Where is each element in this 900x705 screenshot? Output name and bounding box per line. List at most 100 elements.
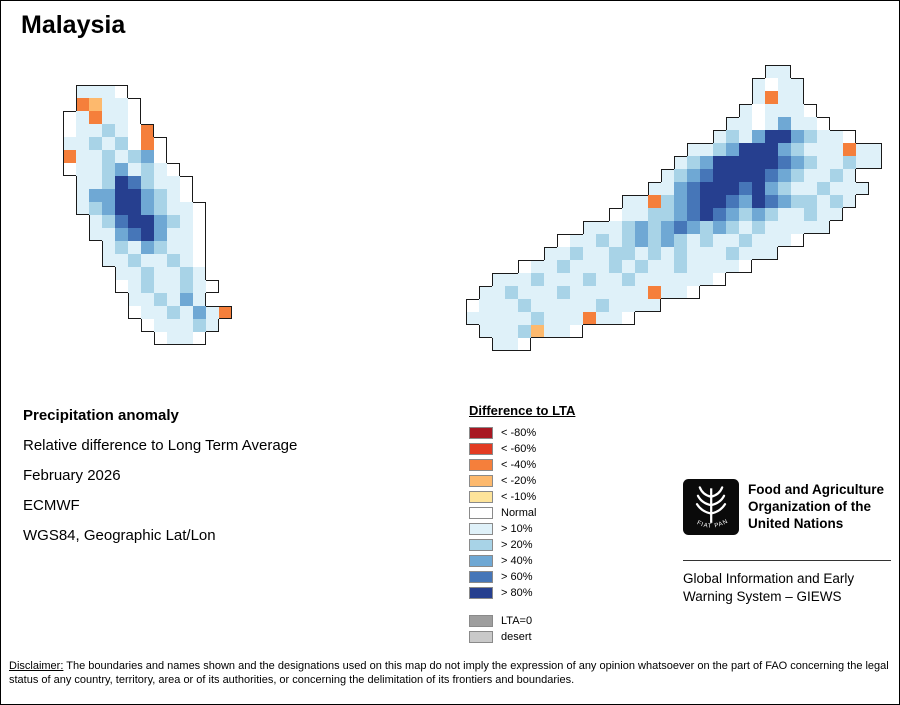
- map-cell: [531, 260, 544, 273]
- map-cell: [791, 143, 804, 156]
- map-cell: [180, 306, 193, 319]
- legend-title: Difference to LTA: [469, 403, 576, 418]
- legend-swatch: [469, 615, 493, 627]
- map-cell: [674, 195, 687, 208]
- map-cell: [89, 228, 102, 241]
- map-cell: [596, 247, 609, 260]
- map-cell: [739, 182, 752, 195]
- map-cell: [778, 182, 791, 195]
- fao-divider: [683, 560, 891, 561]
- map-cell: [765, 65, 778, 78]
- map-cell: [557, 260, 570, 273]
- map-cell: [128, 293, 141, 306]
- fao-org-line: Food and Agriculture: [748, 482, 884, 497]
- map-cell: [115, 267, 128, 280]
- map-cell: [739, 234, 752, 247]
- map-cell: [193, 267, 206, 280]
- map-cell: [557, 273, 570, 286]
- map-cell: [713, 169, 726, 182]
- map-cell: [128, 228, 141, 241]
- map-cell: [726, 169, 739, 182]
- map-cell: [479, 299, 492, 312]
- map-cell: [674, 273, 687, 286]
- legend-item: LTA=0: [469, 613, 575, 629]
- fao-org-line: Organization of the: [748, 499, 871, 514]
- map-cell: [128, 176, 141, 189]
- map-cell: [570, 299, 583, 312]
- map-cell: [778, 195, 791, 208]
- map-cell: [141, 241, 154, 254]
- map-cell: [128, 202, 141, 215]
- map-cell: [726, 156, 739, 169]
- map-cell: [739, 117, 752, 130]
- map-cell: [622, 221, 635, 234]
- map-cell: [622, 260, 635, 273]
- map-cell: [141, 267, 154, 280]
- map-cell: [778, 65, 791, 78]
- legend-swatch: [469, 443, 493, 455]
- map-cell: [193, 215, 206, 228]
- map-cell: [544, 247, 557, 260]
- map-cell: [596, 221, 609, 234]
- map-cell: [804, 208, 817, 221]
- map-cell: [76, 163, 89, 176]
- map-cell: [154, 280, 167, 293]
- map-cell: [830, 169, 843, 182]
- legend-label: > 40%: [501, 555, 533, 567]
- map-cell: [570, 247, 583, 260]
- map-cell: [791, 156, 804, 169]
- map-cell: [570, 312, 583, 325]
- map-cell: [505, 338, 518, 351]
- map-cell: [102, 176, 115, 189]
- map-cell: [622, 273, 635, 286]
- map-cell: [765, 104, 778, 117]
- map-cell: [752, 78, 765, 91]
- map-cell: [76, 189, 89, 202]
- map-cell: [531, 286, 544, 299]
- map-cell: [700, 221, 713, 234]
- map-cell: [778, 169, 791, 182]
- giews-line: Warning System – GIEWS: [683, 589, 842, 604]
- map-cell: [180, 332, 193, 345]
- fao-block: FIAT PANIS Food and Agriculture Organiza…: [681, 475, 891, 606]
- map-cell: [518, 325, 531, 338]
- disclaimer: Disclaimer: The boundaries and names sho…: [9, 659, 893, 687]
- map-cell: [531, 299, 544, 312]
- map-cell: [700, 208, 713, 221]
- map-cell: [596, 260, 609, 273]
- map-cell: [635, 286, 648, 299]
- map-cell: [557, 325, 570, 338]
- map-cell: [154, 137, 167, 150]
- map-cell: [154, 189, 167, 202]
- map-cell: [193, 228, 206, 241]
- map-cell: [843, 169, 856, 182]
- map-cell: [479, 325, 492, 338]
- map-cell: [713, 260, 726, 273]
- map-cell: [713, 208, 726, 221]
- map-cell: [648, 234, 661, 247]
- map-cell: [609, 299, 622, 312]
- map-cell: [830, 208, 843, 221]
- map-cell: [726, 117, 739, 130]
- map-cell: [570, 286, 583, 299]
- map-cell: [63, 163, 76, 176]
- map-cell: [492, 325, 505, 338]
- map-cell: [193, 319, 206, 332]
- map-cell: [661, 260, 674, 273]
- giews-label: Global Information and Early Warning Sys…: [683, 570, 891, 606]
- map-cell: [167, 215, 180, 228]
- map-cell: [193, 202, 206, 215]
- map-cell: [89, 202, 102, 215]
- map-cell: [674, 208, 687, 221]
- map-cell: [557, 286, 570, 299]
- map-cell: [570, 260, 583, 273]
- map-cell: [609, 286, 622, 299]
- map-cell: [661, 247, 674, 260]
- map-cell: [687, 208, 700, 221]
- map-cell: [661, 169, 674, 182]
- map-cell: [557, 234, 570, 247]
- map-cell: [752, 221, 765, 234]
- map-cell: [830, 182, 843, 195]
- map-cell: [89, 85, 102, 98]
- map-cell: [193, 280, 206, 293]
